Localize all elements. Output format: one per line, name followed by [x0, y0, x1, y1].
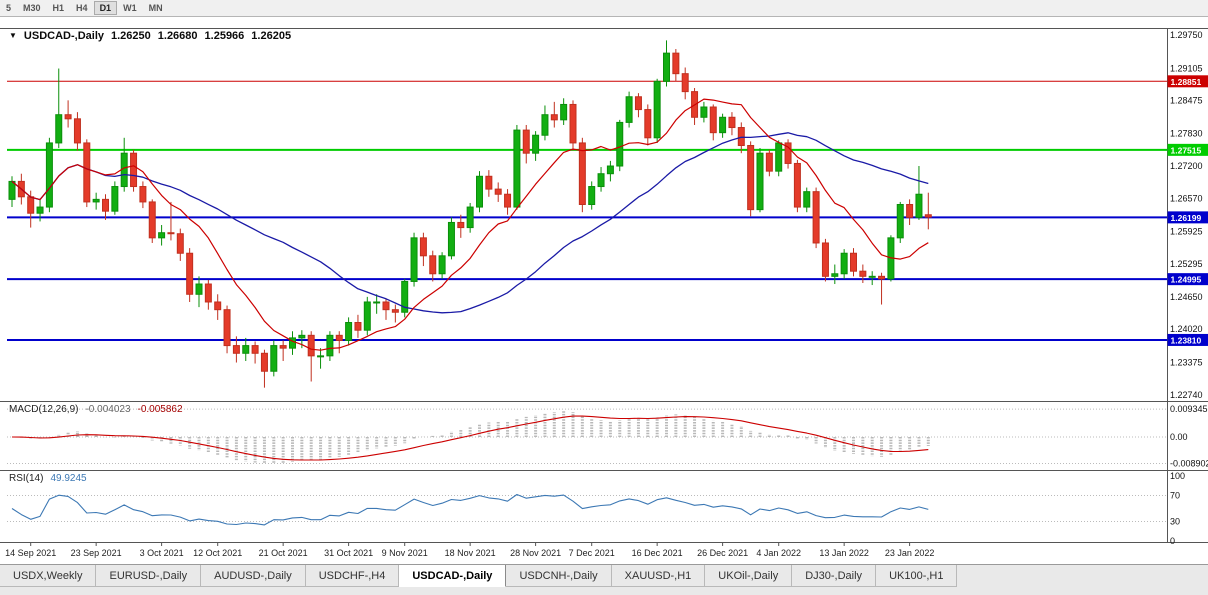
chart-tab[interactable]: USDCHF-,H4	[305, 565, 400, 587]
chart-tab-label: USDCNH-,Daily	[519, 569, 598, 582]
chart-tab-label: USDCHF-,H4	[318, 569, 386, 582]
timeframe-button[interactable]: MN	[148, 3, 163, 13]
chart-tab-label: XAUUSD-,H1	[624, 569, 692, 582]
svg-text:23 Sep 2021: 23 Sep 2021	[71, 548, 122, 558]
svg-text:16 Dec 2021: 16 Dec 2021	[632, 548, 683, 558]
ma-fast-line	[11, 98, 929, 351]
chart-tab[interactable]: AUDUSD-,Daily	[201, 565, 306, 587]
timeframe-button[interactable]: W1	[123, 3, 137, 13]
svg-text:1.24650: 1.24650	[1170, 292, 1203, 302]
chart-tab-label: USDCAD-,Daily	[412, 569, 493, 582]
macd-indicator-header: MACD(12,26,9) -0.004023 -0.005862	[9, 404, 183, 415]
svg-text:1.23810: 1.23810	[1171, 335, 1202, 345]
timeframe-button[interactable]: M30	[23, 3, 41, 13]
svg-text:1.24995: 1.24995	[1171, 275, 1202, 285]
chart-tab-label: EURUSD-,Daily	[109, 569, 188, 582]
price-axis[interactable]: 1.29750 1.29105 1.28475 1.27830 1.27200 1.265…	[1170, 30, 1203, 400]
svg-text:1.22740: 1.22740	[1170, 390, 1203, 400]
timeframe-button[interactable]: H4	[76, 3, 88, 13]
svg-text:1.25295: 1.25295	[1170, 259, 1203, 269]
svg-text:4 Jan 2022: 4 Jan 2022	[756, 548, 801, 558]
candles-layer[interactable]	[8, 40, 932, 388]
ma-slow-line	[11, 132, 929, 314]
chart-tab[interactable]: USDX,Weekly	[0, 565, 97, 587]
svg-text:13 Jan 2022: 13 Jan 2022	[819, 548, 869, 558]
chart-tab-label: AUDUSD-,Daily	[214, 569, 292, 582]
svg-text:0.009345: 0.009345	[1170, 404, 1208, 414]
macd-label: MACD(12,26,9)	[9, 404, 79, 415]
chart-tab[interactable]: XAUUSD-,H1	[611, 565, 706, 587]
svg-text:1.23375: 1.23375	[1170, 357, 1203, 367]
rsi-line	[11, 493, 929, 526]
chart-collapse-icon[interactable]: ▼	[9, 31, 17, 40]
chart-tab-label: UK100-,H1	[889, 569, 944, 582]
svg-text:1.29750: 1.29750	[1170, 30, 1203, 40]
chart-tab[interactable]: USDCNH-,Daily	[506, 565, 612, 587]
macd-main-value: -0.004023	[85, 404, 131, 415]
svg-text:1.27200: 1.27200	[1170, 161, 1203, 171]
macd-signal-value: -0.005862	[137, 404, 183, 415]
time-axis[interactable]: 14 Sep 2021 23 Sep 2021 3 Oct 2021 12 Oct 2…	[5, 542, 934, 558]
price-tag: 1.24995	[1167, 273, 1208, 286]
price-tag: 1.23810	[1167, 333, 1208, 346]
svg-text:1.27515: 1.27515	[1171, 145, 1202, 155]
svg-text:26 Dec 2021: 26 Dec 2021	[697, 548, 748, 558]
svg-text:21 Oct 2021: 21 Oct 2021	[259, 548, 308, 558]
chart-tab[interactable]: DJ30-,Daily	[792, 565, 877, 587]
price-tag: 1.28851	[1167, 75, 1208, 88]
low-value: 1.25966	[204, 30, 245, 42]
close-value: 1.26205	[251, 30, 292, 42]
svg-text:100: 100	[1170, 471, 1185, 481]
svg-text:1.25925: 1.25925	[1170, 226, 1203, 236]
svg-text:70: 70	[1170, 491, 1180, 501]
price-tag: 1.26199	[1167, 211, 1208, 224]
chart-tab[interactable]: UK100-,H1	[876, 565, 958, 587]
symbol-period-label: USDCAD-,Daily	[23, 30, 104, 42]
timeframe-button[interactable]: H1	[52, 3, 65, 13]
svg-text:1.24020: 1.24020	[1170, 324, 1203, 334]
svg-text:28 Nov 2021: 28 Nov 2021	[510, 548, 561, 558]
svg-text:3 Oct 2021: 3 Oct 2021	[140, 548, 184, 558]
svg-text:0: 0	[1170, 536, 1175, 546]
chart-tab[interactable]: EURUSD-,Daily	[96, 565, 202, 587]
chart-tab-label: DJ30-,Daily	[805, 569, 863, 582]
chart-tab[interactable]: USDCAD-,Daily	[399, 565, 507, 587]
svg-text:1.29105: 1.29105	[1170, 63, 1203, 73]
macd-signal-line	[11, 415, 929, 461]
svg-text:1.26570: 1.26570	[1170, 193, 1203, 203]
svg-text:1.28851: 1.28851	[1171, 77, 1202, 87]
rsi-label: RSI(14)	[9, 473, 44, 484]
chart-tab-bar: USDX,Weekly EURUSD-,Daily AUDUSD-,Daily USD…	[0, 564, 1208, 595]
svg-text:1.27830: 1.27830	[1170, 129, 1203, 139]
price-tag: 1.27515	[1167, 143, 1208, 156]
svg-text:9 Nov 2021: 9 Nov 2021	[382, 548, 428, 558]
open-value: 1.26250	[111, 30, 151, 42]
chart-tab[interactable]: UKOil-,Daily	[705, 565, 793, 587]
svg-text:-0.008902: -0.008902	[1170, 459, 1208, 469]
rsi-value: 49.9245	[50, 473, 87, 484]
svg-text:31 Oct 2021: 31 Oct 2021	[324, 548, 373, 558]
svg-text:7 Dec 2021: 7 Dec 2021	[569, 548, 615, 558]
svg-text:23 Jan 2022: 23 Jan 2022	[885, 548, 935, 558]
svg-text:14 Sep 2021: 14 Sep 2021	[5, 548, 56, 558]
timeframe-toolbar: 5 M30 H1 H4 D1 W1 MN	[0, 0, 1208, 17]
svg-text:30: 30	[1170, 517, 1180, 527]
svg-text:1.28475: 1.28475	[1170, 96, 1203, 106]
svg-text:1.26199: 1.26199	[1171, 213, 1202, 223]
chart-tab-label: UKOil-,Daily	[718, 569, 779, 582]
svg-text:0.00: 0.00	[1170, 432, 1188, 442]
timeframe-button[interactable]: D1	[93, 1, 118, 15]
svg-text:18 Nov 2021: 18 Nov 2021	[445, 548, 496, 558]
chart-ohlc-header: ▼ USDCAD-,Daily 1.26250 1.26680 1.25966 …	[9, 30, 291, 42]
timeframe-button[interactable]: 5	[6, 3, 12, 13]
high-value: 1.26680	[157, 30, 198, 42]
rsi-indicator-header: RSI(14) 49.9245	[9, 473, 87, 484]
svg-text:12 Oct 2021: 12 Oct 2021	[193, 548, 242, 558]
chart-tab-label: USDX,Weekly	[13, 569, 83, 582]
